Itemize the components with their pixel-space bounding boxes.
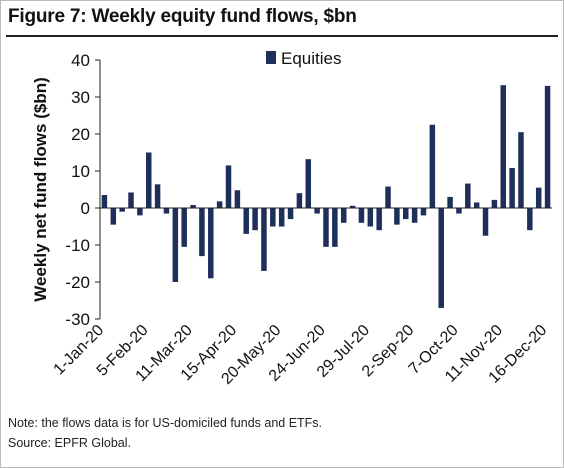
bar-8 bbox=[172, 208, 179, 282]
legend: Equities bbox=[266, 49, 341, 68]
bar-46 bbox=[509, 168, 515, 208]
bar-34 bbox=[403, 208, 409, 220]
bar-5 bbox=[146, 152, 152, 208]
note-text: Note: the flows data is for US-domiciled… bbox=[8, 416, 323, 430]
y-tick-label-3: 10 bbox=[71, 162, 90, 181]
y-tick-label-6: -20 bbox=[65, 273, 90, 292]
bar-22 bbox=[296, 193, 303, 208]
bar-40 bbox=[456, 208, 462, 214]
bar-35 bbox=[411, 208, 418, 223]
bar-2 bbox=[119, 208, 125, 212]
source-text: Source: EPFR Global. bbox=[8, 436, 131, 450]
legend-label: Equities bbox=[281, 49, 341, 68]
bar-23 bbox=[305, 159, 312, 208]
bar-19 bbox=[270, 208, 276, 227]
legend-swatch bbox=[266, 51, 276, 64]
figure-title: Figure 7: Weekly equity fund flows, $bn bbox=[8, 6, 357, 27]
bar-12 bbox=[208, 208, 214, 279]
bar-50 bbox=[544, 85, 551, 208]
bar-45 bbox=[500, 85, 506, 208]
bar-4 bbox=[137, 208, 143, 216]
title-underline bbox=[6, 35, 558, 37]
bar-14 bbox=[225, 165, 232, 208]
bar-24 bbox=[314, 208, 320, 214]
bar-38 bbox=[438, 208, 444, 308]
bar-27 bbox=[340, 208, 347, 223]
bar-44 bbox=[491, 199, 498, 208]
y-tick-label-7: -30 bbox=[65, 310, 90, 329]
bar-41 bbox=[465, 183, 471, 208]
bar-18 bbox=[261, 208, 267, 271]
bar-36 bbox=[420, 208, 427, 216]
bar-17 bbox=[252, 208, 258, 231]
bar-11 bbox=[199, 208, 205, 257]
bar-20 bbox=[278, 208, 285, 227]
bars-layer bbox=[101, 85, 551, 308]
bar-48 bbox=[527, 208, 533, 231]
bar-30 bbox=[367, 208, 374, 227]
y-tick-label-2: 20 bbox=[71, 125, 90, 144]
bar-26 bbox=[332, 208, 338, 247]
bar-42 bbox=[473, 202, 480, 208]
bar-49 bbox=[535, 187, 542, 208]
y-tick-label-1: 30 bbox=[71, 88, 90, 107]
chart: 403020100-10-20-301-Jan-205-Feb-2011-Mar… bbox=[31, 49, 552, 388]
axes-layer bbox=[95, 59, 552, 320]
bar-10 bbox=[190, 205, 196, 208]
bar-47 bbox=[518, 132, 524, 208]
y-axis-title: Weekly net fund flows ($bn) bbox=[31, 77, 50, 301]
bar-39 bbox=[447, 196, 453, 208]
labels-layer: 403020100-10-20-301-Jan-205-Feb-2011-Mar… bbox=[31, 51, 550, 388]
bar-0 bbox=[101, 195, 108, 208]
bar-9 bbox=[181, 208, 187, 247]
bar-32 bbox=[385, 186, 391, 208]
y-tick-label-4: 0 bbox=[81, 199, 90, 218]
bar-43 bbox=[482, 208, 489, 236]
bar-15 bbox=[234, 190, 241, 208]
bar-31 bbox=[376, 208, 382, 231]
y-tick-label-0: 40 bbox=[71, 51, 90, 70]
bar-37 bbox=[429, 124, 436, 208]
bar-33 bbox=[394, 208, 400, 225]
y-tick-label-5: -10 bbox=[65, 236, 90, 255]
bar-6 bbox=[154, 184, 161, 208]
bar-3 bbox=[128, 192, 134, 208]
bar-21 bbox=[287, 208, 294, 220]
bar-1 bbox=[110, 208, 117, 225]
bar-25 bbox=[323, 208, 329, 247]
bar-7 bbox=[163, 208, 170, 214]
bar-28 bbox=[349, 205, 356, 208]
bar-16 bbox=[243, 208, 249, 234]
bar-13 bbox=[216, 201, 223, 208]
bar-29 bbox=[358, 208, 365, 223]
